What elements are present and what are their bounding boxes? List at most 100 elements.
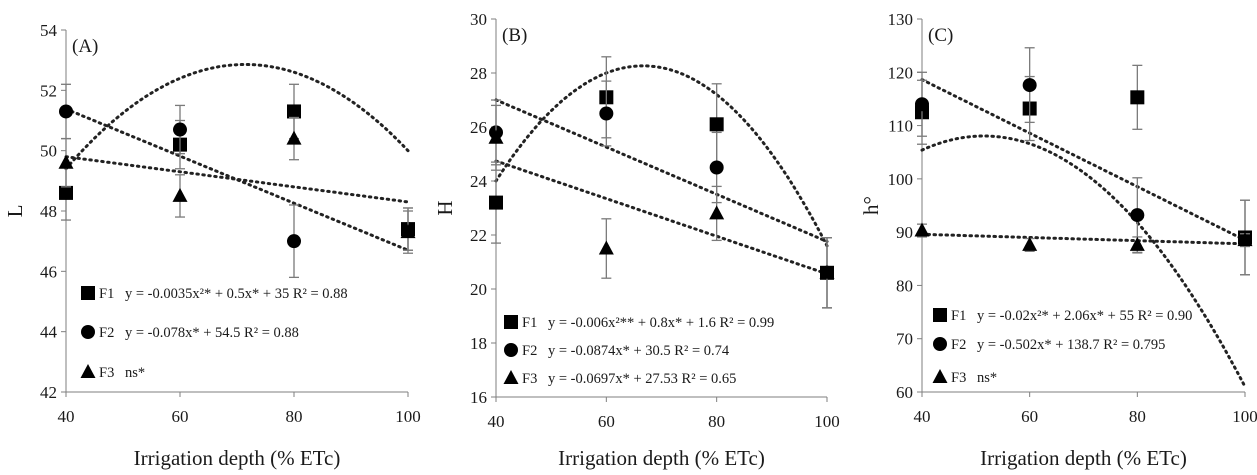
- y-tick-label: 100: [888, 170, 914, 189]
- legend-marker-f2: [504, 343, 518, 357]
- y-tick-label: 90: [896, 223, 913, 242]
- trendline-f2: [920, 78, 1247, 242]
- trendline-f1: [920, 134, 1247, 389]
- y-tick-label: 28: [470, 64, 487, 83]
- point-f3: [400, 224, 416, 239]
- y-tick-label: 44: [40, 323, 58, 342]
- x-tick: 60: [598, 412, 615, 431]
- point-f3: [1237, 232, 1253, 247]
- y-tick: 20: [470, 280, 487, 299]
- panel-label: (C): [928, 25, 953, 46]
- y-tick: 100: [888, 170, 914, 189]
- trendline-f1: [64, 63, 410, 171]
- y-tick-label: 60: [896, 383, 913, 402]
- trendline-f1: [494, 64, 829, 248]
- point-f2: [709, 160, 724, 175]
- x-tick: 100: [814, 412, 840, 431]
- x-tick-label: 60: [1021, 407, 1038, 426]
- y-tick: 22: [470, 226, 487, 245]
- x-tick-label: 40: [914, 407, 931, 426]
- point-f1: [489, 195, 503, 210]
- y-tick: 24: [470, 172, 488, 191]
- y-tick-label: 16: [470, 388, 487, 407]
- trendline-f2: [494, 98, 829, 243]
- y-axis-label: L: [3, 205, 27, 218]
- y-tick: 50: [40, 142, 57, 161]
- legend-label-f2: F2: [522, 343, 537, 359]
- legend-equation-f3: ns*: [977, 370, 997, 386]
- x-axis-label: Irrigation depth (% ETc): [134, 446, 341, 470]
- x-axis-label: Irrigation depth (% ETc): [980, 446, 1187, 470]
- legend-equation-f2: y = -0.502x* + 138.7 R² = 0.795: [977, 337, 1165, 353]
- point-f3: [1129, 236, 1145, 251]
- legend-marker-f3: [80, 364, 96, 378]
- point-f3: [1022, 236, 1038, 251]
- panel-label: (A): [72, 36, 98, 57]
- x-tick-label: 100: [1232, 407, 1257, 426]
- y-tick-label: 18: [470, 334, 487, 353]
- y-tick: 42: [40, 383, 57, 402]
- x-tick: 100: [395, 407, 421, 426]
- point-f3: [819, 264, 835, 279]
- point-f3: [58, 154, 74, 169]
- x-tick: 100: [1232, 407, 1257, 426]
- legend-label-f3: F3: [951, 370, 966, 386]
- legend-marker-f1: [933, 308, 947, 322]
- point-f2: [287, 234, 301, 249]
- y-tick-label: 26: [470, 118, 487, 137]
- y-tick: 54: [40, 21, 58, 40]
- y-tick-label: 130: [888, 10, 914, 29]
- y-tick-label: 54: [40, 21, 58, 40]
- panel-b: 16 18 20 22 24 26 28 30 40 60 80 100 Irrigation dept…: [433, 10, 840, 470]
- x-tick-label: 40: [488, 412, 505, 431]
- y-tick-label: 30: [470, 10, 487, 29]
- point-f1: [59, 185, 73, 200]
- point-f2: [1022, 78, 1037, 93]
- y-axis-label: h°: [859, 196, 883, 215]
- point-f1: [709, 117, 724, 132]
- y-tick-label: 80: [896, 276, 913, 295]
- y-tick: 18: [470, 334, 487, 353]
- y-tick: 26: [470, 118, 487, 137]
- y-tick: 90: [896, 223, 913, 242]
- x-tick: 80: [1129, 407, 1146, 426]
- x-tick-label: 80: [286, 407, 303, 426]
- x-tick-label: 100: [395, 407, 421, 426]
- y-tick-label: 52: [40, 81, 57, 100]
- x-tick-label: 60: [598, 412, 615, 431]
- y-tick: 48: [40, 202, 57, 221]
- legend-equation-f1: y = -0.02x²* + 2.06x* + 55 R² = 0.90: [977, 308, 1192, 324]
- legend-label-f1: F1: [522, 315, 537, 331]
- legend-marker-f3: [932, 369, 948, 383]
- y-tick: 16: [470, 388, 487, 407]
- y-tick-label: 20: [470, 280, 487, 299]
- x-tick-label: 60: [172, 407, 189, 426]
- y-tick: 130: [888, 10, 914, 29]
- trendline-f3: [920, 232, 1247, 246]
- y-tick-label: 24: [470, 172, 488, 191]
- x-axis-label: Irrigation depth (% ETc): [558, 446, 765, 470]
- trendline-f3: [494, 159, 829, 276]
- y-tick-label: 22: [470, 226, 487, 245]
- legend-label-f3: F3: [99, 365, 114, 381]
- point-f3: [172, 187, 188, 202]
- legend-marker-f3: [503, 370, 519, 384]
- point-f3: [488, 129, 504, 144]
- y-tick: 46: [40, 262, 57, 281]
- point-f3: [598, 240, 614, 255]
- legend-marker-f1: [504, 315, 518, 329]
- x-tick: 80: [286, 407, 303, 426]
- panel-a: 42 44 46 48 50 52 54 40 60 80 100 Irrigation depth …: [3, 21, 421, 470]
- point-f2: [915, 97, 929, 112]
- point-f1: [287, 104, 301, 119]
- legend-equation-f3: ns*: [125, 365, 145, 381]
- point-f3: [709, 205, 725, 220]
- trendline-f3: [64, 155, 410, 204]
- y-tick-label: 48: [40, 202, 57, 221]
- x-tick: 40: [488, 412, 505, 431]
- legend-label-f2: F2: [99, 325, 114, 341]
- y-tick: 80: [896, 276, 913, 295]
- point-f2: [173, 122, 187, 137]
